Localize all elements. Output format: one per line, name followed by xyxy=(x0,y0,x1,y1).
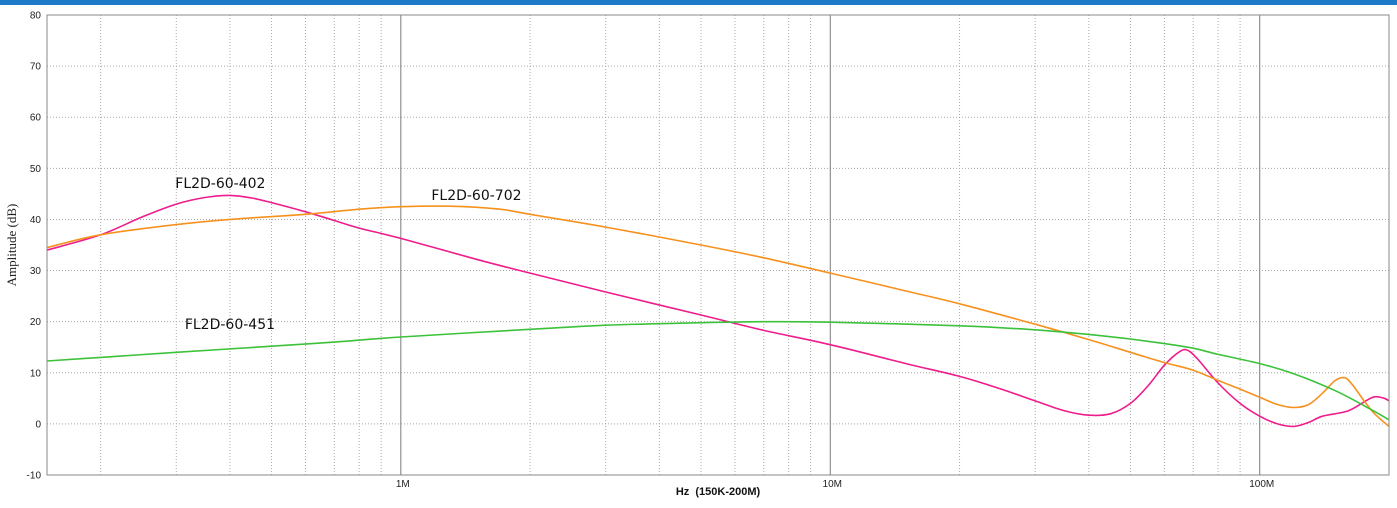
series-line-fl2d-60-402 xyxy=(46,194,1390,428)
series-label-fl2d-60-402: FL2D-60-402 xyxy=(175,176,265,192)
title-bar-accent xyxy=(0,0,1397,5)
y-axis-label: Amplitude (dB) xyxy=(4,204,19,287)
series-lines xyxy=(46,194,1390,428)
series-line-fl2d-60-451 xyxy=(46,320,1390,421)
plot-area-frame xyxy=(46,14,1390,476)
y-tick-label: 20 xyxy=(30,317,42,328)
y-tick-label: 10 xyxy=(30,368,42,379)
x-tick-label: 1M xyxy=(396,479,410,490)
y-tick-label: 50 xyxy=(30,164,42,175)
series-label-fl2d-60-702: FL2D-60-702 xyxy=(431,188,521,204)
y-tick-label: -10 xyxy=(27,471,42,482)
x-axis-label: Hz (150K-200M) xyxy=(676,486,761,498)
y-axis-ticks: -10 0 10 20 30 40 50 60 70 80 xyxy=(27,11,42,482)
series-label-fl2d-60-451: FL2D-60-451 xyxy=(185,317,275,333)
y-tick-label: 40 xyxy=(30,215,42,226)
x-tick-label: 100M xyxy=(1249,479,1274,490)
y-tick-label: 80 xyxy=(30,11,42,22)
plot-area-background xyxy=(47,15,1389,475)
x-tick-label: 10M xyxy=(823,479,842,490)
y-tick-label: 70 xyxy=(30,62,42,73)
series-labels: FL2D-60-402 FL2D-60-702 FL2D-60-451 xyxy=(175,176,521,333)
grid-major xyxy=(400,15,1261,475)
y-tick-label: 60 xyxy=(30,113,42,124)
y-tick-label: 30 xyxy=(30,266,42,277)
y-tick-label: 0 xyxy=(35,419,41,430)
series-line-fl2d-60-702 xyxy=(46,205,1390,428)
x-axis-ticks: 1M 10M 100M xyxy=(396,479,1274,490)
